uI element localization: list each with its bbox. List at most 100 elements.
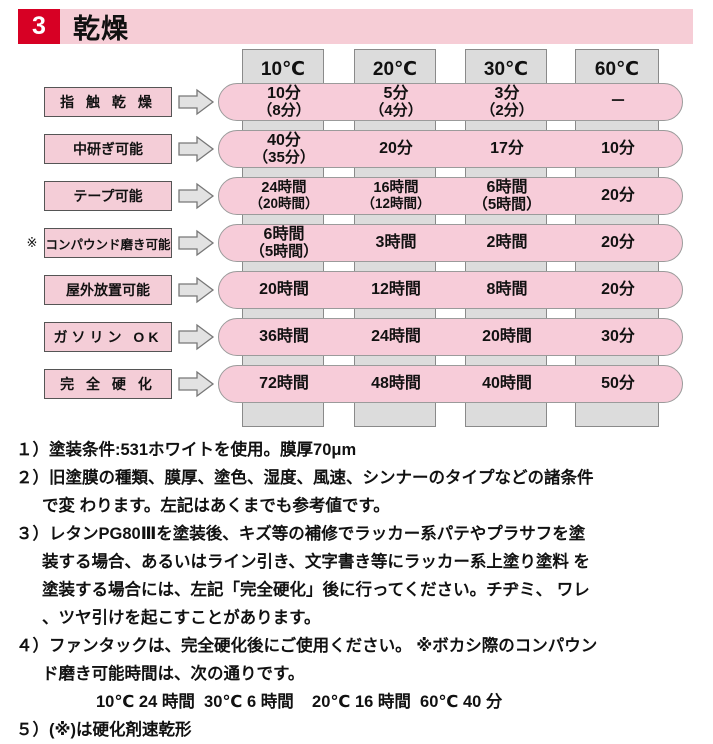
cell-sub-value: （4分） [369, 101, 423, 119]
cell-main-value: 40分 [267, 131, 301, 149]
section-header: 3 乾燥 [18, 9, 693, 44]
cell-main-value: 20分 [601, 233, 635, 251]
row-values-pill: 36時間 24時間 20時間 30分 [218, 318, 683, 356]
cell-value: 24時間 [355, 319, 437, 355]
cell-main-value: 20分 [379, 139, 413, 157]
arrow-right-icon [177, 134, 215, 164]
cell-value: 20分 [355, 131, 437, 167]
row-label-2: 中研ぎ可能 [44, 134, 172, 164]
row-asterisk-mark: ※ [26, 235, 38, 250]
row-values-pill: 40分 （35分） 20分 17分 10分 [218, 130, 683, 168]
cell-main-value: 3分 [494, 84, 520, 102]
cell-value: 3時間 [355, 225, 437, 261]
cell-value: 17分 [466, 131, 548, 167]
cell-main-value: 72時間 [259, 374, 309, 392]
cell-value: 6時間 （5時間） [466, 178, 548, 214]
footnote-line-8: ４）ファンタックは、完全硬化後にご使用ください。 ※ボカシ際のコンパウン [16, 637, 598, 655]
cell-main-value: 17分 [490, 139, 524, 157]
arrow-right-icon [177, 87, 215, 117]
cell-value: 12時間 [355, 272, 437, 308]
cell-main-value: 36時間 [259, 327, 309, 345]
cell-main-value: 8時間 [486, 280, 528, 298]
cell-value: 16時間 （12時間） [355, 178, 437, 214]
cell-main-value: 24時間 [371, 327, 421, 345]
footnote-line-10: 10℃ 24 時間 30℃ 6 時間 20℃ 16 時間 60℃ 40 分 [96, 693, 503, 711]
footnote-line-5: 装する場合、あるいはライン引き、文字書き等にラッカー系上塗り塗料 を [42, 553, 590, 571]
cell-value: 20分 [576, 225, 660, 261]
cell-value: 2時間 [466, 225, 548, 261]
drying-time-table: 10℃ 20℃ 30℃ 60℃ 指 触 乾 燥 10分 （8分） 5分 （4分） 3分 （2分）－… [0, 44, 713, 429]
cell-main-value: 50分 [601, 374, 635, 392]
cell-value: 40時間 [466, 366, 548, 402]
cell-value: 20分 [576, 178, 660, 214]
cell-value: 10分 （8分） [243, 84, 325, 120]
cell-main-value: 40時間 [482, 374, 532, 392]
footnote-line-3: で変 わります。左記はあくまでも参考値です。 [42, 497, 390, 515]
cell-main-value: 6時間 [263, 225, 305, 243]
cell-main-value: 3時間 [375, 233, 417, 251]
cell-value: 40分 （35分） [243, 131, 325, 167]
cell-main-value: 6時間 [486, 178, 528, 196]
cell-value: 72時間 [243, 366, 325, 402]
footnote-line-11: ５）(※)は硬化剤速乾形 [16, 721, 192, 739]
cell-sub-value: （5時間） [472, 195, 542, 213]
cell-value: 20時間 [466, 319, 548, 355]
row-values-pill: 6時間 （5時間） 3時間 2時間 20分 [218, 224, 683, 262]
footnote-line-9: ド磨き可能時間は、次の通りです。 [42, 665, 305, 683]
cell-sub-value: （12時間） [361, 195, 431, 211]
cell-sub-value: （20時間） [249, 195, 319, 211]
cell-value: 36時間 [243, 319, 325, 355]
cell-main-value: 24時間 [261, 180, 307, 197]
cell-value: 6時間 （5時間） [243, 225, 325, 261]
cell-value: － [576, 84, 660, 120]
cell-sub-value: （35分） [253, 148, 315, 166]
row-label-3: テープ可能 [44, 181, 172, 211]
cell-main-value: 2時間 [486, 233, 528, 251]
cell-value: 50分 [576, 366, 660, 402]
cell-main-value: 20分 [601, 186, 635, 204]
cell-value: 10分 [576, 131, 660, 167]
cell-main-value: 48時間 [371, 374, 421, 392]
footnotes: １）塗装条件:531ホワイトを使用。膜厚70μm ２）旧塗膜の種類、膜厚、塗色、湿… [16, 436, 706, 744]
row-values-pill: 24時間 （20時間） 16時間 （12時間） 6時間 （5時間） 20分 [218, 177, 683, 215]
cell-main-value: 30分 [601, 327, 635, 345]
cell-sub-value: （2分） [480, 101, 534, 119]
footnote-line-6: 塗装する場合には、左記「完全硬化」後に行ってください。チヂミ、 ワレ [42, 581, 590, 599]
cell-value: 3分 （2分） [466, 84, 548, 120]
cell-value: 20時間 [243, 272, 325, 308]
page-title: 乾燥 [73, 14, 129, 44]
cell-main-value: 20分 [601, 280, 635, 298]
cell-value: 24時間 （20時間） [243, 178, 325, 214]
footnote-line-1: １）塗装条件:531ホワイトを使用。膜厚70μm [16, 441, 357, 459]
arrow-right-icon [177, 369, 215, 399]
arrow-right-icon [177, 275, 215, 305]
row-values-pill: 20時間 12時間 8時間 20分 [218, 271, 683, 309]
row-values-pill: 10分 （8分） 5分 （4分） 3分 （2分） － [218, 83, 683, 121]
cell-value: 48時間 [355, 366, 437, 402]
cell-sub-value: （8分） [257, 101, 311, 119]
cell-main-value: 10分 [267, 84, 301, 102]
row-label-5: 屋外放置可能 [44, 275, 172, 305]
row-label-4: コンパウンド磨き可能 [44, 228, 172, 258]
footnote-line-2: ２）旧塗膜の種類、膜厚、塗色、湿度、風速、シンナーのタイプなどの諸条件 [16, 469, 594, 487]
cell-value: 5分 （4分） [355, 84, 437, 120]
row-values-pill: 72時間 48時間 40時間 50分 [218, 365, 683, 403]
cell-sub-value: （5時間） [249, 242, 319, 260]
cell-value: 8時間 [466, 272, 548, 308]
cell-main-value: 16時間 [373, 180, 419, 197]
cell-value: 20分 [576, 272, 660, 308]
cell-main-value: － [609, 92, 626, 110]
arrow-right-icon [177, 322, 215, 352]
section-number-badge: 3 [18, 9, 60, 44]
row-label-1: 指 触 乾 燥 [44, 87, 172, 117]
cell-main-value: 5分 [383, 84, 409, 102]
footnote-line-7: 、ツヤ引けを起こすことがあります。 [42, 609, 321, 627]
row-label-6: ガソリン OK [44, 322, 172, 352]
row-label-7: 完 全 硬 化 [44, 369, 172, 399]
footnote-line-4: ３）レタンPG80Ⅲを塗装後、キズ等の補修でラッカー系パテやプラサフを塗 [16, 525, 586, 543]
cell-main-value: 12時間 [371, 280, 421, 298]
cell-main-value: 10分 [601, 139, 635, 157]
cell-main-value: 20時間 [259, 280, 309, 298]
arrow-right-icon [177, 181, 215, 211]
arrow-right-icon [177, 228, 215, 258]
